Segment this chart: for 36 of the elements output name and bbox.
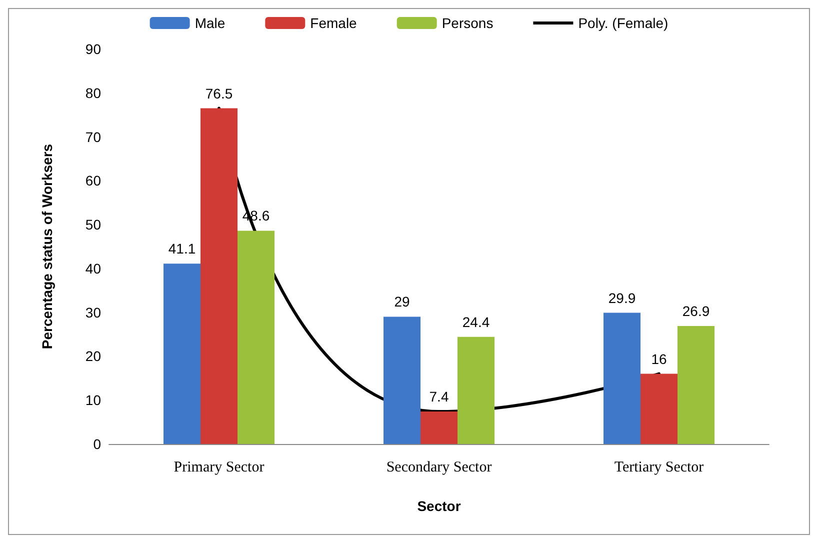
data-label: 29 xyxy=(394,294,410,310)
data-label: 7.4 xyxy=(429,388,449,405)
y-tick-label: 60 xyxy=(85,172,102,189)
legend-label: Poly. (Female) xyxy=(578,15,668,31)
data-label: 24.4 xyxy=(462,314,490,330)
y-tick-label: 50 xyxy=(85,216,102,233)
data-label: 76.5 xyxy=(205,85,233,102)
data-label: 16 xyxy=(651,350,667,367)
y-tick-label: 40 xyxy=(85,260,102,276)
legend-label: Persons xyxy=(442,15,494,31)
y-tick-label: 80 xyxy=(85,84,102,101)
bar xyxy=(640,374,678,444)
bar xyxy=(238,230,274,444)
y-tick-label: 70 xyxy=(85,128,102,145)
y-tick-label: 90 xyxy=(85,41,102,57)
y-tick-label: 0 xyxy=(93,436,102,452)
x-tick-label: Tertiary Sector xyxy=(614,460,704,476)
data-label: 26.9 xyxy=(682,302,710,319)
bar xyxy=(678,326,714,444)
legend-label: Female xyxy=(310,15,358,31)
y-tick-label: 10 xyxy=(85,392,102,408)
y-tick-label: 20 xyxy=(85,348,102,364)
data-label: 29.9 xyxy=(608,290,636,306)
y-axis-title: Percentage status of Worksers xyxy=(39,144,55,350)
x-tick-label: Primary Sector xyxy=(174,460,264,476)
x-axis-title: Sector xyxy=(417,498,462,514)
bar xyxy=(164,264,200,444)
bar xyxy=(200,108,238,444)
bar xyxy=(458,336,494,444)
y-tick-label: 30 xyxy=(85,304,102,320)
bar xyxy=(420,412,458,444)
bar xyxy=(604,312,640,444)
x-tick-label: Secondary Sector xyxy=(386,460,492,476)
data-label: 41.1 xyxy=(168,240,196,257)
legend-label: Male xyxy=(194,15,226,31)
bar xyxy=(384,316,420,444)
